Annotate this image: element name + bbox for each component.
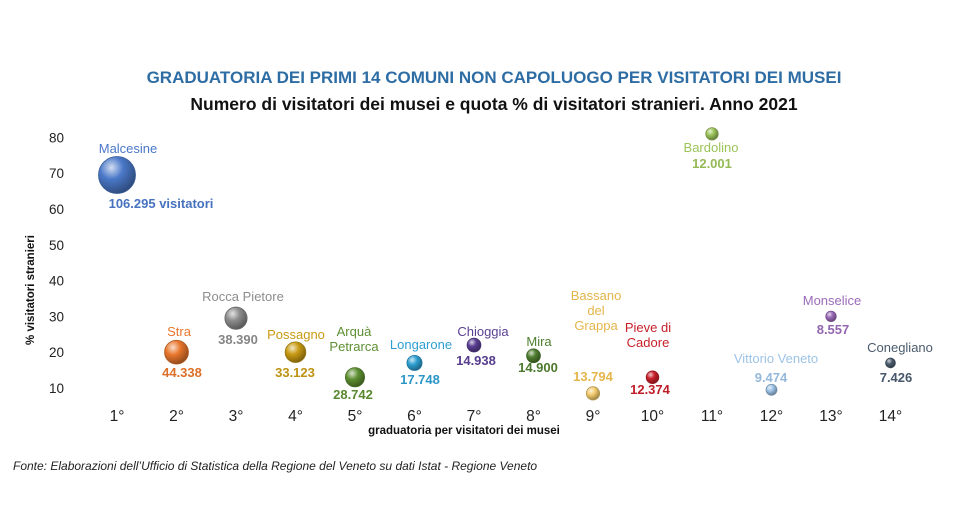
chart-subtitle: Numero di visitatori dei musei e quota %… [190,94,797,114]
point-name-label: Bassano del Grappa [571,288,622,333]
point-value-label: 8.557 [817,322,850,337]
source-note: Fonte: Elaborazioni dell’Ufficio di Stat… [13,459,538,473]
point-name-label: Mira [526,334,552,349]
bubble-bassano-del-grappa [585,386,601,401]
x-tick-label: 12° [760,408,783,425]
x-tick-label: 13° [819,408,842,425]
bubble-possagno [284,341,307,363]
bubble-monselice [825,310,837,323]
y-axis-ticks: 10 20 30 40 50 60 70 80 [49,130,64,396]
point-name-label: Pieve di Cadore [625,320,671,350]
point-name-label: Arquà Petrarca [329,324,379,354]
bubble-mira [526,348,541,364]
point-value-label: 33.123 [275,365,315,380]
y-tick-label: 30 [49,309,64,324]
point-value-label: 13.794 [573,369,614,384]
point-value-label: 12.374 [630,382,671,397]
bubble-vittorio-veneto [765,383,778,396]
bubble-chioggia [466,337,482,353]
x-tick-label: 1° [110,408,125,425]
x-axis-label: graduatoria per visitatori dei musei [368,425,560,437]
x-tick-label: 14° [879,408,902,425]
bubble-bardolino [705,127,719,141]
y-tick-label: 60 [49,202,64,217]
x-tick-label: 8° [526,408,541,425]
bubble-pieve-di-cadore [645,370,660,384]
point-value-label: 28.742 [333,387,373,402]
point-value-label: 106.295 visitatori [109,196,214,211]
point-value-label: 14.900 [518,360,558,375]
point-name-label: Bardolino [684,140,739,155]
point-value-label: 7.426 [880,370,913,385]
y-tick-label: 20 [49,345,64,360]
bubble-longarone [406,354,423,371]
bubble-stra [164,339,189,365]
y-tick-label: 50 [49,238,64,253]
y-tick-label: 40 [49,274,64,289]
x-tick-label: 11° [701,408,723,425]
x-tick-label: 7° [467,408,482,425]
x-tick-label: 4° [288,408,303,425]
point-value-label: 12.001 [692,156,732,171]
point-name-label: Monselice [803,293,862,308]
point-name-label: Stra [167,324,192,339]
x-tick-label: 5° [348,408,363,425]
bubble-arqu--petrarca [344,367,366,388]
labels-layer: Malcesine 106.295 visitatori Stra 44.338 Roc… [99,140,933,402]
chart-title: GRADUATORIA DEI PRIMI 14 COMUNI NON CAPO… [147,68,842,87]
y-axis-label: % visitatori stranieri [25,235,37,345]
x-tick-label: 2° [169,408,184,425]
x-axis-ticks: 1° 2° 3° 4° 5° 6° 7° 8° 9° 10° 11° 12° 13° 14° [110,408,903,425]
x-tick-label: 3° [229,408,244,425]
point-name-label: Possagno [267,327,325,342]
x-tick-label: 10° [641,408,664,425]
point-value-label: 38.390 [218,332,258,347]
point-name-label: Chioggia [457,324,509,339]
y-tick-label: 10 [49,381,64,396]
bubble-malcesine [98,156,136,194]
x-tick-label: 6° [407,408,422,425]
point-name-label: Malcesine [99,141,158,156]
point-name-label: Vittorio Veneto [734,351,818,366]
point-value-label: 9.474 [755,370,788,385]
point-value-label: 14.938 [456,353,496,368]
point-value-label: 17.748 [400,372,440,387]
x-tick-label: 9° [586,408,601,425]
point-value-label: 44.338 [162,365,202,380]
bubbles-layer [98,127,896,401]
point-name-label: Rocca Pietore [202,289,284,304]
point-name-label: Conegliano [867,340,933,355]
bubble-rocca-pietore [224,306,248,330]
point-name-label: Longarone [390,337,452,352]
bubble-conegliano [885,357,896,369]
y-tick-label: 80 [49,130,64,145]
y-tick-label: 70 [49,166,64,181]
